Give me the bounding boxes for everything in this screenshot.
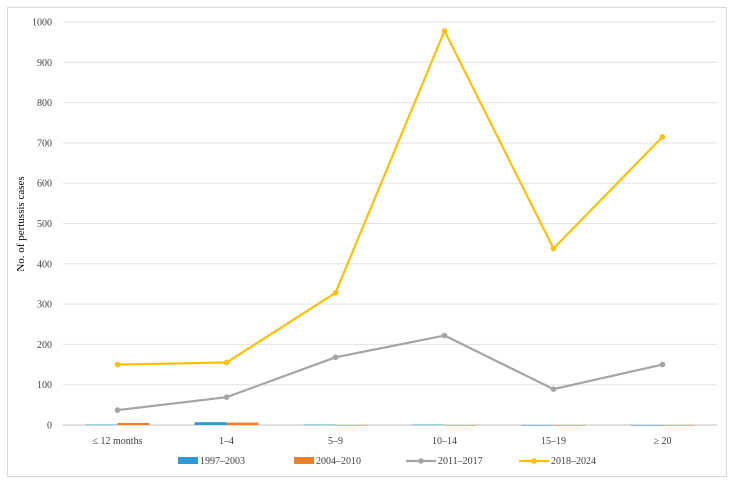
x-tick-label-2: 1–4 [219,436,234,447]
point-1-5 [550,386,557,392]
series-line-1 [117,334,663,412]
legend-swatch-1 [178,457,198,464]
point-2-2 [223,359,230,366]
legend-label-1: 1997–2003 [200,456,245,467]
bar-1-3 [303,424,336,426]
bar-1-4 [412,424,445,426]
y-tick-label-300: 300 [37,300,52,311]
point-2-5 [550,245,557,252]
x-axis-ticks: ≤ 12 months 1–4 5–9 10–14 15–19 ≥ 20 [93,436,672,447]
legend-label-4: 2018–2024 [551,456,596,467]
legend-marker-4 [531,458,537,464]
legend-label-3: 2011–2017 [438,456,483,467]
bar-1-6 [630,425,663,426]
bar-2-1 [117,422,150,425]
y-tick-label-400: 400 [37,259,52,270]
y-tick-label-1000: 1000 [32,18,52,29]
x-tick-label-5: 15–19 [541,436,566,447]
legend-marker-3 [418,458,424,464]
point-1-6 [659,361,666,368]
point-1-1 [114,407,121,413]
bar-1-5 [521,425,554,426]
bar-2-3 [335,425,368,426]
point-2-4 [441,28,448,34]
y-tick-label-0: 0 [47,421,52,432]
lines [114,28,666,413]
y-tick-label-900: 900 [37,58,52,69]
bar-2-5 [553,425,586,426]
y-tick-label-100: 100 [37,380,52,391]
point-1-3 [332,354,339,361]
legend-swatch-2 [294,457,314,464]
y-axis-label: No. of pertussis cases [15,176,27,271]
y-axis-ticks: 0 100 200 300 400 500 600 700 800 900 1000 [32,18,52,432]
x-tick-label-3: 5–9 [328,436,343,447]
y-tick-label-600: 600 [37,179,52,190]
bar-2-4 [444,425,477,426]
chart-frame [7,7,727,477]
point-1-4 [441,332,448,339]
x-tick-label-6: ≥ 20 [654,436,672,447]
bar-1-1 [85,424,118,426]
legend: 1997–2003 2004–2010 2011–2017 2018–2024 [178,456,596,467]
series-line-2 [117,29,664,366]
point-2-6 [659,134,666,140]
x-tick-label-4: 10–14 [432,436,457,447]
y-tick-label-200: 200 [37,340,52,351]
point-1-2 [223,394,230,400]
bar-2-6 [662,425,695,426]
legend-label-2: 2004–2010 [316,456,361,467]
x-tick-label-1: ≤ 12 months [93,436,143,447]
y-tick-label-800: 800 [37,98,52,109]
bar-2-2 [226,422,259,425]
point-2-1 [114,361,121,368]
y-tick-label-700: 700 [37,138,52,149]
bar-1-2 [194,422,227,425]
point-2-3 [332,290,339,296]
bars [85,422,695,426]
grid [63,21,717,426]
y-tick-label-500: 500 [37,219,52,230]
